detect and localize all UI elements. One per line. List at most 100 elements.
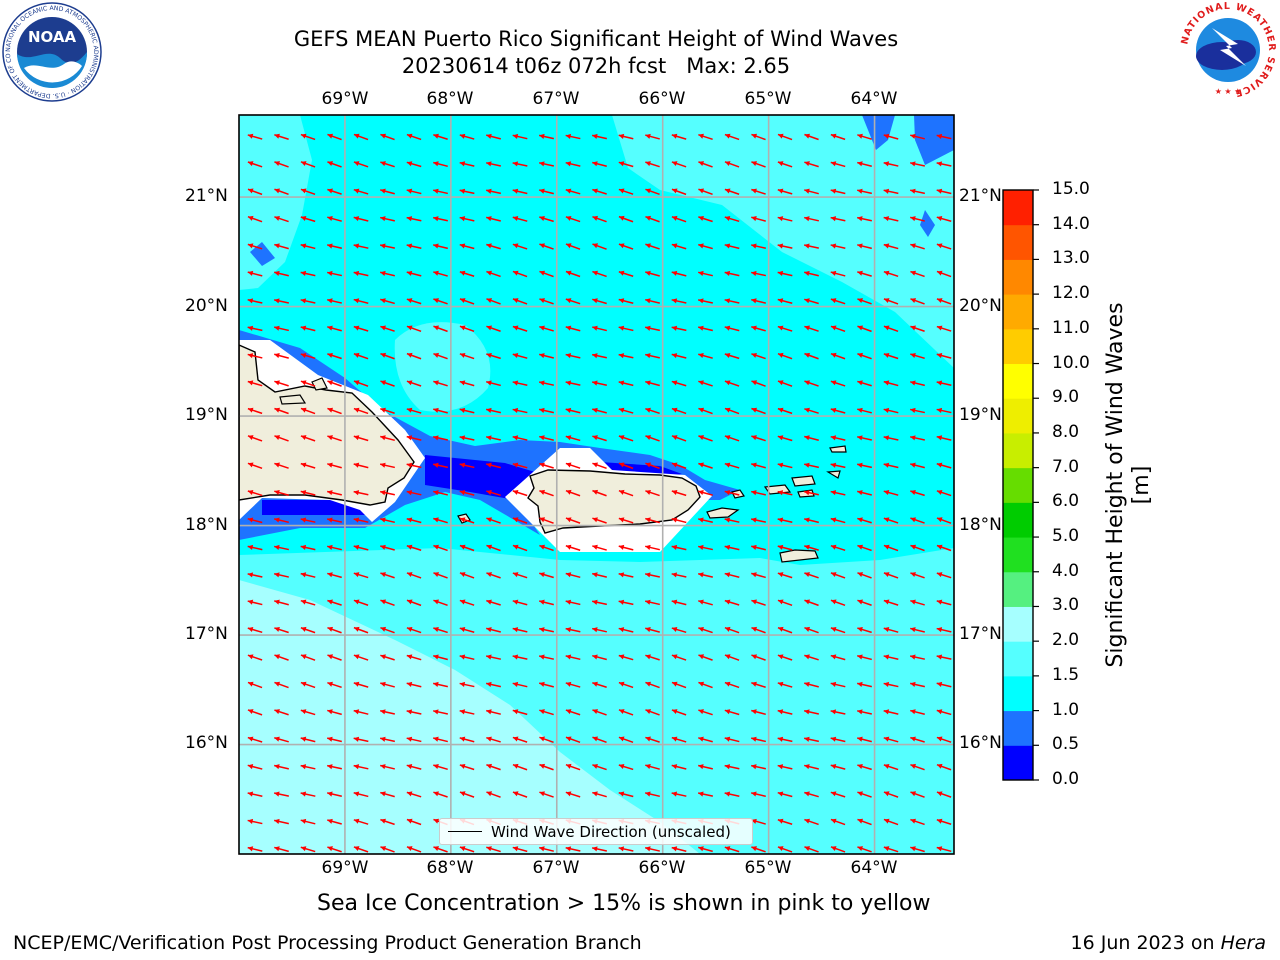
wave-direction-arrow — [777, 654, 793, 661]
wave-direction-arrow — [910, 298, 925, 305]
wave-direction-arrow — [459, 627, 475, 633]
wave-direction-arrow — [936, 599, 952, 606]
wave-direction-arrow — [618, 298, 634, 305]
wave-direction-arrow — [777, 380, 793, 387]
wave-direction-arrow — [406, 298, 422, 305]
wave-direction-arrow — [512, 599, 528, 606]
wave-direction-arrow — [274, 133, 289, 140]
wave-direction-arrow — [645, 380, 660, 387]
wave-direction-arrow — [327, 161, 342, 168]
wave-direction-arrow — [433, 791, 448, 798]
wave-direction-arrow — [539, 599, 554, 606]
wave-direction-arrow — [698, 490, 713, 496]
colorbar-segment — [1003, 328, 1033, 365]
wave-direction-arrow — [777, 517, 793, 523]
wave-direction-arrow — [353, 544, 369, 551]
colorbar-label: Significant Height of Wind Waves [m] — [1103, 302, 1154, 668]
wave-direction-arrow — [857, 763, 872, 771]
wave-direction-arrow — [618, 435, 634, 442]
wave-direction-arrow — [459, 462, 475, 469]
wave-direction-arrow — [327, 407, 342, 415]
wave-direction-arrow — [671, 133, 687, 140]
wave-direction-arrow — [512, 353, 528, 359]
wave-direction-arrow — [830, 188, 846, 195]
wave-direction-arrow — [406, 791, 422, 798]
wave-direction-arrow — [486, 791, 501, 798]
wave-direction-arrow — [406, 243, 422, 249]
lat-tick-right: 19°N — [959, 405, 1002, 425]
wave-direction-arrow — [380, 764, 395, 770]
wave-direction-arrow — [433, 517, 448, 524]
wave-direction-arrow — [698, 572, 713, 578]
wave-direction-arrow — [910, 763, 925, 771]
wave-direction-arrow — [327, 380, 342, 387]
wave-direction-arrow — [565, 572, 581, 579]
colorbar-frame — [1002, 189, 1034, 781]
wave-direction-arrow — [830, 626, 846, 634]
wave-direction-arrow — [300, 626, 316, 634]
wave-direction-arrow — [777, 298, 793, 305]
noaa-logo-text: NOAA — [28, 28, 77, 46]
wave-direction-arrow — [618, 243, 634, 250]
wave-direction-arrow — [724, 490, 740, 496]
wave-direction-arrow — [300, 133, 316, 141]
wave-direction-arrow — [883, 298, 899, 305]
wave-direction-arrow — [247, 764, 263, 770]
wave-direction-arrow — [724, 544, 740, 551]
wave-direction-arrow — [724, 243, 740, 250]
wave-direction-arrow — [804, 626, 819, 634]
wave-direction-arrow — [857, 380, 872, 387]
island-outline — [279, 394, 307, 405]
wave-direction-arrow — [459, 243, 475, 250]
wave-direction-arrow — [883, 325, 899, 333]
colorbar-tick-label: 11.0 — [1052, 317, 1090, 338]
wave-direction-arrow — [353, 462, 369, 469]
wave-direction-arrow — [883, 380, 899, 387]
wave-direction-arrow — [751, 709, 766, 716]
wave-direction-arrow — [353, 133, 369, 141]
wave-direction-arrow — [671, 764, 687, 770]
wave-direction-arrow — [618, 572, 634, 578]
wave-direction-arrow — [830, 133, 846, 141]
wave-direction-arrow — [910, 435, 925, 441]
wave-direction-arrow — [433, 435, 448, 441]
wave-direction-arrow — [857, 846, 872, 853]
wave-direction-arrow — [592, 435, 607, 442]
wave-direction-arrow — [486, 380, 501, 387]
wave-direction-arrow — [830, 544, 846, 551]
wave-direction-arrow — [618, 489, 634, 497]
wave-direction-arrow — [433, 216, 448, 222]
wave-direction-arrow — [671, 298, 687, 304]
wave-direction-arrow — [380, 188, 395, 195]
lon-tick-bottom: 65°W — [744, 858, 792, 878]
wave-direction-arrow — [936, 709, 952, 716]
wave-direction-arrow — [724, 407, 740, 415]
wave-direction-arrow — [857, 572, 872, 579]
wave-direction-arrow — [565, 462, 581, 469]
wave-direction-arrow — [247, 627, 263, 634]
lat-tick-right: 21°N — [959, 186, 1002, 206]
wave-direction-arrow — [274, 681, 289, 689]
wave-direction-arrow — [777, 544, 793, 551]
wave-direction-arrow — [274, 599, 289, 606]
wave-direction-arrow — [618, 599, 634, 606]
wave-direction-arrow — [565, 489, 581, 497]
wave-direction-arrow — [830, 380, 846, 387]
wave-direction-arrow — [936, 572, 952, 579]
wave-direction-arrow — [247, 791, 263, 797]
wave-direction-arrow — [698, 544, 713, 551]
wave-direction-arrow — [777, 216, 793, 222]
wave-direction-arrow — [247, 380, 263, 387]
wave-direction-arrow — [830, 818, 846, 826]
wave-direction-arrow — [406, 572, 422, 579]
wave-direction-arrow — [671, 544, 687, 551]
footer-host: Hera — [1220, 932, 1266, 954]
lat-tick-left: 21°N — [185, 186, 228, 206]
wave-direction-arrow — [936, 791, 952, 798]
wave-direction-arrow — [565, 763, 581, 771]
wave-direction-arrow — [830, 435, 846, 441]
wave-direction-arrow — [592, 544, 607, 551]
wave-direction-arrow — [327, 572, 342, 579]
map-legend: Wind Wave Direction (unscaled) — [439, 818, 753, 845]
wave-direction-arrow — [618, 544, 634, 551]
